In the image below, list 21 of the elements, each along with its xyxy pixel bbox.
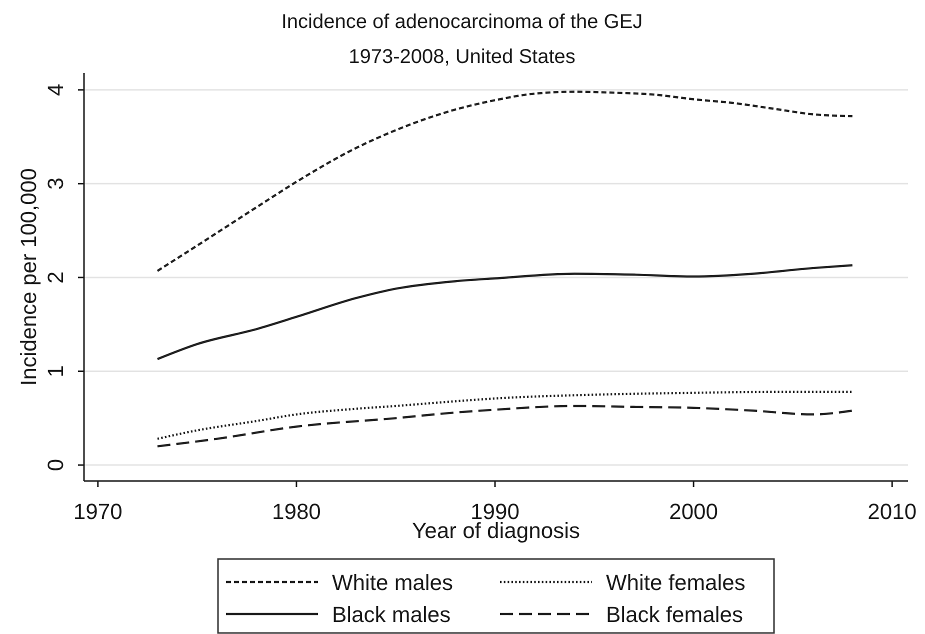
line-series: [156, 264, 854, 360]
line-series: [156, 90, 854, 272]
chart-subtitle: 1973-2008, United States: [348, 46, 576, 68]
legend-label: Black males: [332, 602, 451, 627]
x-tick-label: 1980: [272, 499, 321, 524]
x-tick-label: 1970: [73, 499, 122, 524]
line-series: [156, 390, 854, 440]
x-axis-title: Year of diagnosis: [412, 518, 580, 543]
x-tick-label: 2000: [669, 499, 718, 524]
legend-label: Black females: [606, 602, 743, 627]
y-tick-label: 4: [43, 84, 68, 96]
y-tick-label: 1: [43, 365, 68, 378]
x-tick-label: 2010: [868, 499, 917, 524]
y-axis-title: Incidence per 100,000: [16, 168, 41, 386]
y-tick-label: 2: [43, 271, 68, 284]
y-tick-label: 0: [43, 458, 68, 472]
chart-title: Incidence of adenocarcinoma of the GEJ: [281, 11, 643, 33]
y-tick-label: 3: [43, 178, 68, 190]
legend-label: White males: [332, 570, 454, 595]
line-series: [156, 404, 854, 448]
legend-label: White females: [606, 570, 746, 595]
